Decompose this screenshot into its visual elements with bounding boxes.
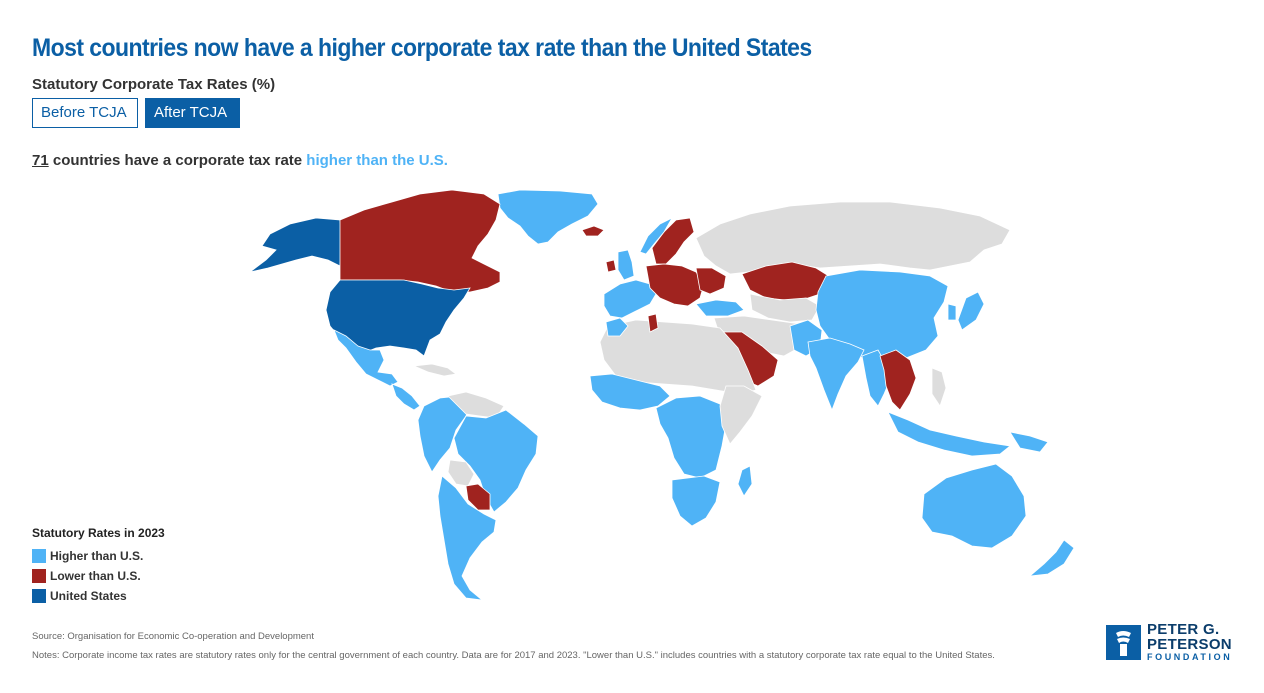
chart-subtitle: Statutory Corporate Tax Rates (%) [32,76,276,93]
region-greenland[interactable] [497,189,599,245]
source-note: Source: Organisation for Economic Co-ope… [32,631,314,642]
region-philippines[interactable] [931,367,947,407]
logo-line-3: FOUNDATION [1147,652,1233,662]
legend-title: Statutory Rates in 2023 [32,526,165,540]
region-central-asia[interactable] [749,293,821,323]
region-ireland[interactable] [605,259,617,273]
region-central-africa[interactable] [655,395,727,479]
page-title: Most countries now have a higher corpora… [32,34,812,62]
region-papua-new-guinea[interactable] [1009,431,1049,453]
legend-swatch-us [32,589,46,603]
before-tcja-toggle[interactable]: Before TCJA [32,98,138,128]
world-map [249,189,1075,601]
region-new-zealand[interactable] [1028,539,1075,577]
region-iceland[interactable] [581,225,605,237]
legend-swatch-higher [32,549,46,563]
region-morocco[interactable] [605,317,629,337]
region-central-america[interactable] [391,383,421,411]
footnote: Notes: Corporate income tax rates are st… [32,650,995,661]
region-scandinavia[interactable] [651,217,695,265]
region-argentina-chile[interactable] [437,475,497,601]
region-southern-africa[interactable] [671,475,721,527]
region-mexico[interactable] [333,329,399,387]
region-alaska[interactable] [249,217,343,273]
region-cuba[interactable] [412,363,457,377]
logo-line-1: PETER G. [1147,621,1220,638]
region-central-europe[interactable] [645,263,705,307]
region-indonesia[interactable] [887,411,1011,457]
torch-logo-icon [1106,624,1141,660]
region-korea[interactable] [947,303,957,321]
after-tcja-toggle[interactable]: After TCJA [145,98,240,128]
region-russia[interactable] [695,201,1011,275]
region-norway[interactable] [639,217,674,255]
region-paraguay[interactable] [465,483,491,511]
logo-line-2: PETERSON [1147,636,1232,653]
headline-summary: 71 countries have a corporate tax rate h… [32,152,448,169]
region-western-europe[interactable] [603,279,657,319]
region-brazil[interactable] [453,409,539,513]
logo-wordmark: PETER G. PETERSON FOUNDATION [1147,622,1232,662]
map-legend: Statutory Rates in 2023 Higher than U.S.… [32,526,165,606]
region-thailand-vietnam[interactable] [879,349,917,411]
region-eastern-europe[interactable] [695,267,727,295]
legend-item-higher: Higher than U.S. [32,546,165,566]
headline-highlight: higher than the U.S. [306,152,448,169]
region-india[interactable] [807,337,865,412]
region-madagascar[interactable] [737,465,753,497]
region-japan[interactable] [957,291,985,331]
legend-item-us: United States [32,586,165,606]
legend-label-lower: Lower than U.S. [50,569,141,583]
region-east-africa[interactable] [719,385,763,445]
legend-label-us: United States [50,589,127,603]
region-canada[interactable] [339,189,501,293]
region-west-africa[interactable] [589,373,671,411]
legend-label-higher: Higher than U.S. [50,549,144,563]
headline-text: countries have a corporate tax rate [48,152,307,169]
map-regions [249,189,1075,601]
region-mongolia-china[interactable] [815,269,949,365]
region-tunisia[interactable] [647,313,659,333]
region-uk[interactable] [617,249,635,281]
country-count: 71 [32,152,49,169]
legend-swatch-lower [32,569,46,583]
region-australia[interactable] [921,463,1027,549]
legend-item-lower: Lower than U.S. [32,566,165,586]
region-turkey[interactable] [695,299,745,317]
peterson-foundation-logo[interactable]: PETER G. PETERSON FOUNDATION [1106,622,1232,662]
